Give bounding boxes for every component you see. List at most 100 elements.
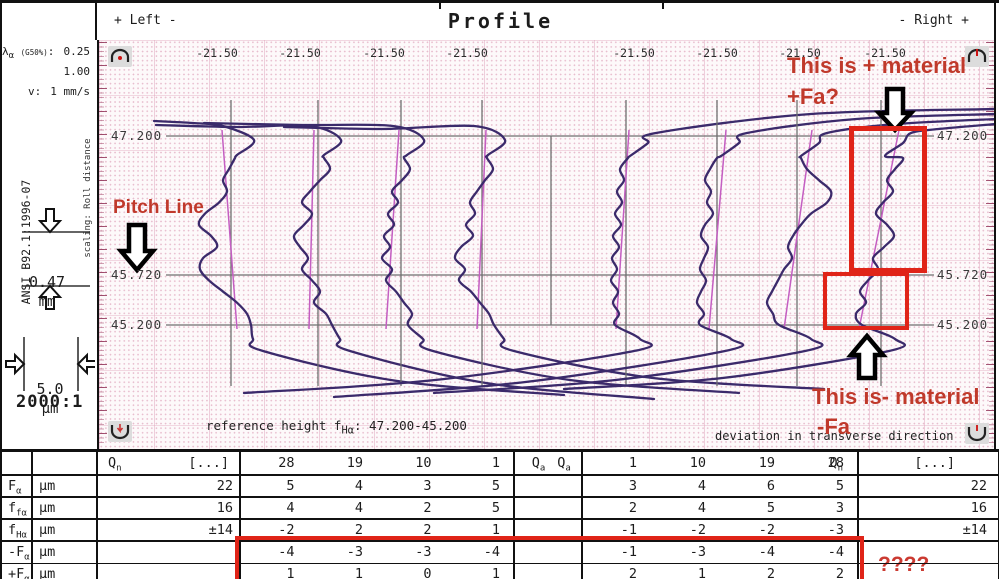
measured-profile-right-28: [562, 123, 994, 391]
roll-angle-label: -21.50: [279, 46, 321, 60]
plus-material-fa-annotation: +Fa?: [787, 84, 839, 109]
header-qn-right: Qn: [829, 455, 843, 474]
report-header: + Left - Profile - Right +: [2, 3, 999, 40]
profile-chart: -21.50 -21.50 -21.50 -21.50 -21.50 -21.50 -21.…: [97, 40, 996, 449]
header-tooth-28: 28: [827, 455, 844, 471]
value-right: -2: [758, 521, 775, 538]
row-label: +Fα: [8, 566, 30, 579]
value-right: 4: [697, 499, 706, 516]
header-tooth-19: 19: [346, 455, 363, 471]
roll-angle-label: -21.50: [446, 46, 488, 60]
row-unit: µm: [39, 521, 56, 538]
measured-profile-right-10: [332, 112, 994, 399]
limit-left: 22: [216, 477, 233, 494]
table-column-line: [96, 452, 98, 579]
minus-material-arrow: [846, 332, 888, 381]
measured-profile-left-28: [152, 119, 566, 397]
pitch-line-annotation: Pitch Line: [113, 197, 204, 218]
value-right: 3: [835, 499, 844, 516]
measured-profile-right-1: [242, 107, 994, 395]
value-right: -2: [689, 521, 706, 538]
reference-height-note: reference height fHα: 47.200-45.200: [206, 418, 467, 437]
plus-material-annotation: This is + material: [787, 53, 967, 78]
minus-material-highlight-rect: [823, 272, 909, 330]
mean-profile-line-left-19: [308, 129, 315, 330]
mean-profile-line-right-1: [615, 129, 630, 330]
header-tooth-28: 28: [278, 455, 295, 471]
probe-orientation-icon-bottom-left: [108, 421, 132, 442]
table-row-line: [2, 518, 999, 520]
measured-profile-right-19: [432, 117, 994, 395]
table-column-line: [239, 452, 241, 579]
plus-material-arrow: [873, 86, 917, 134]
deviation-table: ???? Qn [...] 28 19 10 1 Qa Qa 1 10 19 28 Qn [...] Fα µ…: [2, 449, 999, 579]
value-right: 5: [766, 499, 775, 516]
limit-right: ±14: [962, 521, 987, 538]
value-left: 2: [354, 521, 363, 538]
mean-profile-line-right-10: [708, 129, 727, 330]
value-left: 2: [423, 521, 432, 538]
value-left: 1: [491, 566, 500, 579]
plus-material-highlight-rect: [849, 126, 927, 273]
value-left: 1: [286, 566, 295, 579]
value-right: 1: [697, 566, 706, 579]
roll-angle-label: -21.50: [864, 46, 906, 60]
roll-angle-label: -21.50: [696, 46, 738, 60]
scale-indicators: [5, 208, 95, 391]
header-qn-left: Qn: [108, 455, 122, 474]
minus-material-annotation: This is- material: [812, 384, 980, 409]
value-right: -1: [620, 543, 637, 560]
horizontal-scale-indicator: [5, 337, 95, 391]
measured-profile-left-19: [154, 123, 656, 401]
value-left: -3: [415, 543, 432, 560]
velocity-value: 1 mm/s: [50, 85, 90, 98]
header-dots-left: [...]: [188, 455, 229, 471]
direction-right-label: - Right +: [898, 13, 969, 28]
height-label-left: 47.200: [111, 128, 163, 143]
value-left: -4: [278, 543, 295, 560]
header-tooth-10: 10: [689, 455, 706, 471]
table-column-line: [513, 452, 515, 579]
vertical-scale-indicator: [22, 208, 90, 310]
magnification-label: 2000:1: [16, 392, 84, 412]
height-label-right: 47.200: [937, 128, 989, 143]
direction-left-label: + Left -: [114, 13, 177, 28]
x-axis-note: deviation in transverse direction: [715, 429, 954, 443]
value-right: 3: [628, 477, 637, 494]
header-tooth-19: 19: [758, 455, 775, 471]
value-right: -4: [758, 543, 775, 560]
limit-right: 22: [970, 477, 987, 494]
table-column-line: [31, 452, 33, 579]
value-right: 2: [628, 499, 637, 516]
value-left: 2: [423, 499, 432, 516]
measured-profile-left-10: [202, 121, 741, 395]
table-row-line: [2, 540, 999, 542]
row-unit: µm: [39, 477, 56, 494]
frame-tick: [439, 3, 441, 9]
measured-profile-left-1: [282, 124, 826, 391]
mean-profile-line-left-10: [385, 129, 400, 330]
row-unit: µm: [39, 543, 56, 560]
value-left: 0: [423, 566, 432, 579]
page-title: Profile: [447, 9, 554, 33]
vertical-scale-unit: mm: [38, 294, 56, 310]
value-left: 4: [286, 499, 295, 516]
lambda-value: 0.25: [63, 45, 91, 58]
vertical-scale-value: 0.47: [28, 273, 66, 291]
left-tick-ruler: [99, 42, 107, 446]
value-right: 2: [835, 566, 844, 579]
table-question-annotation: ????: [878, 553, 930, 576]
table-column-line: [581, 452, 583, 579]
value-left: 1: [354, 566, 363, 579]
row-label: ffα: [8, 499, 27, 519]
value-left: 3: [423, 477, 432, 494]
horizontal-scale-value: 5.0: [36, 380, 64, 398]
header-tooth-10: 10: [415, 455, 432, 471]
value-left: -3: [346, 543, 363, 560]
table-row-line: [2, 562, 999, 564]
probe-orientation-icon-top-right: [965, 46, 989, 67]
table-row-line: [2, 474, 999, 476]
minus-material-fa-annotation: -Fa: [817, 414, 850, 439]
probe-orientation-icon-bottom-right: [965, 423, 989, 444]
